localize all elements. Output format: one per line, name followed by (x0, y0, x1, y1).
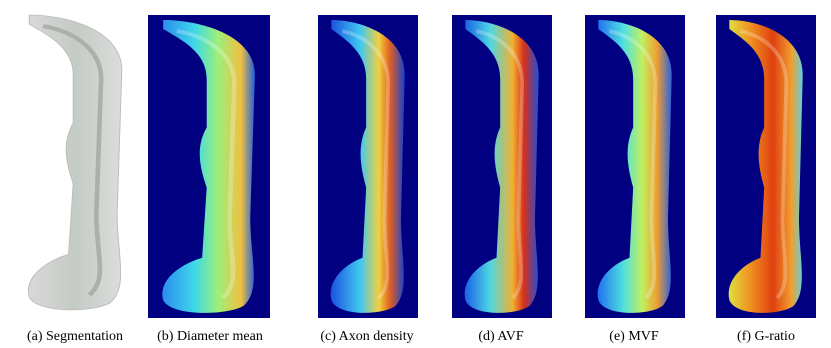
tissue-inner (475, 29, 525, 300)
panel-caption: (a) Segmentation (27, 329, 123, 344)
tissue-shape (464, 20, 539, 313)
panel-image (162, 20, 255, 313)
panel-caption: (e) MVF (609, 329, 659, 344)
tissue-shape (728, 20, 803, 313)
panel-image (27, 14, 123, 311)
tissue-shape (330, 20, 405, 313)
panel-caption: (c) Axon density (320, 329, 413, 344)
tissue-inner (341, 29, 391, 300)
tissue-shape (162, 20, 255, 313)
panel-image (464, 20, 539, 313)
panel-image (597, 20, 672, 313)
tissue-inner (176, 29, 237, 300)
tissue-inner (608, 29, 658, 300)
tissue-shape (597, 20, 672, 313)
panel-caption: (d) AVF (478, 329, 523, 344)
panel-image (728, 20, 803, 313)
tissue-shape (27, 14, 123, 311)
tissue-inner (42, 24, 104, 297)
tissue-inner (739, 29, 789, 300)
panel-image (330, 20, 405, 313)
panel-caption: (b) Diameter mean (157, 329, 263, 344)
panel-caption: (f) G-ratio (737, 329, 795, 344)
